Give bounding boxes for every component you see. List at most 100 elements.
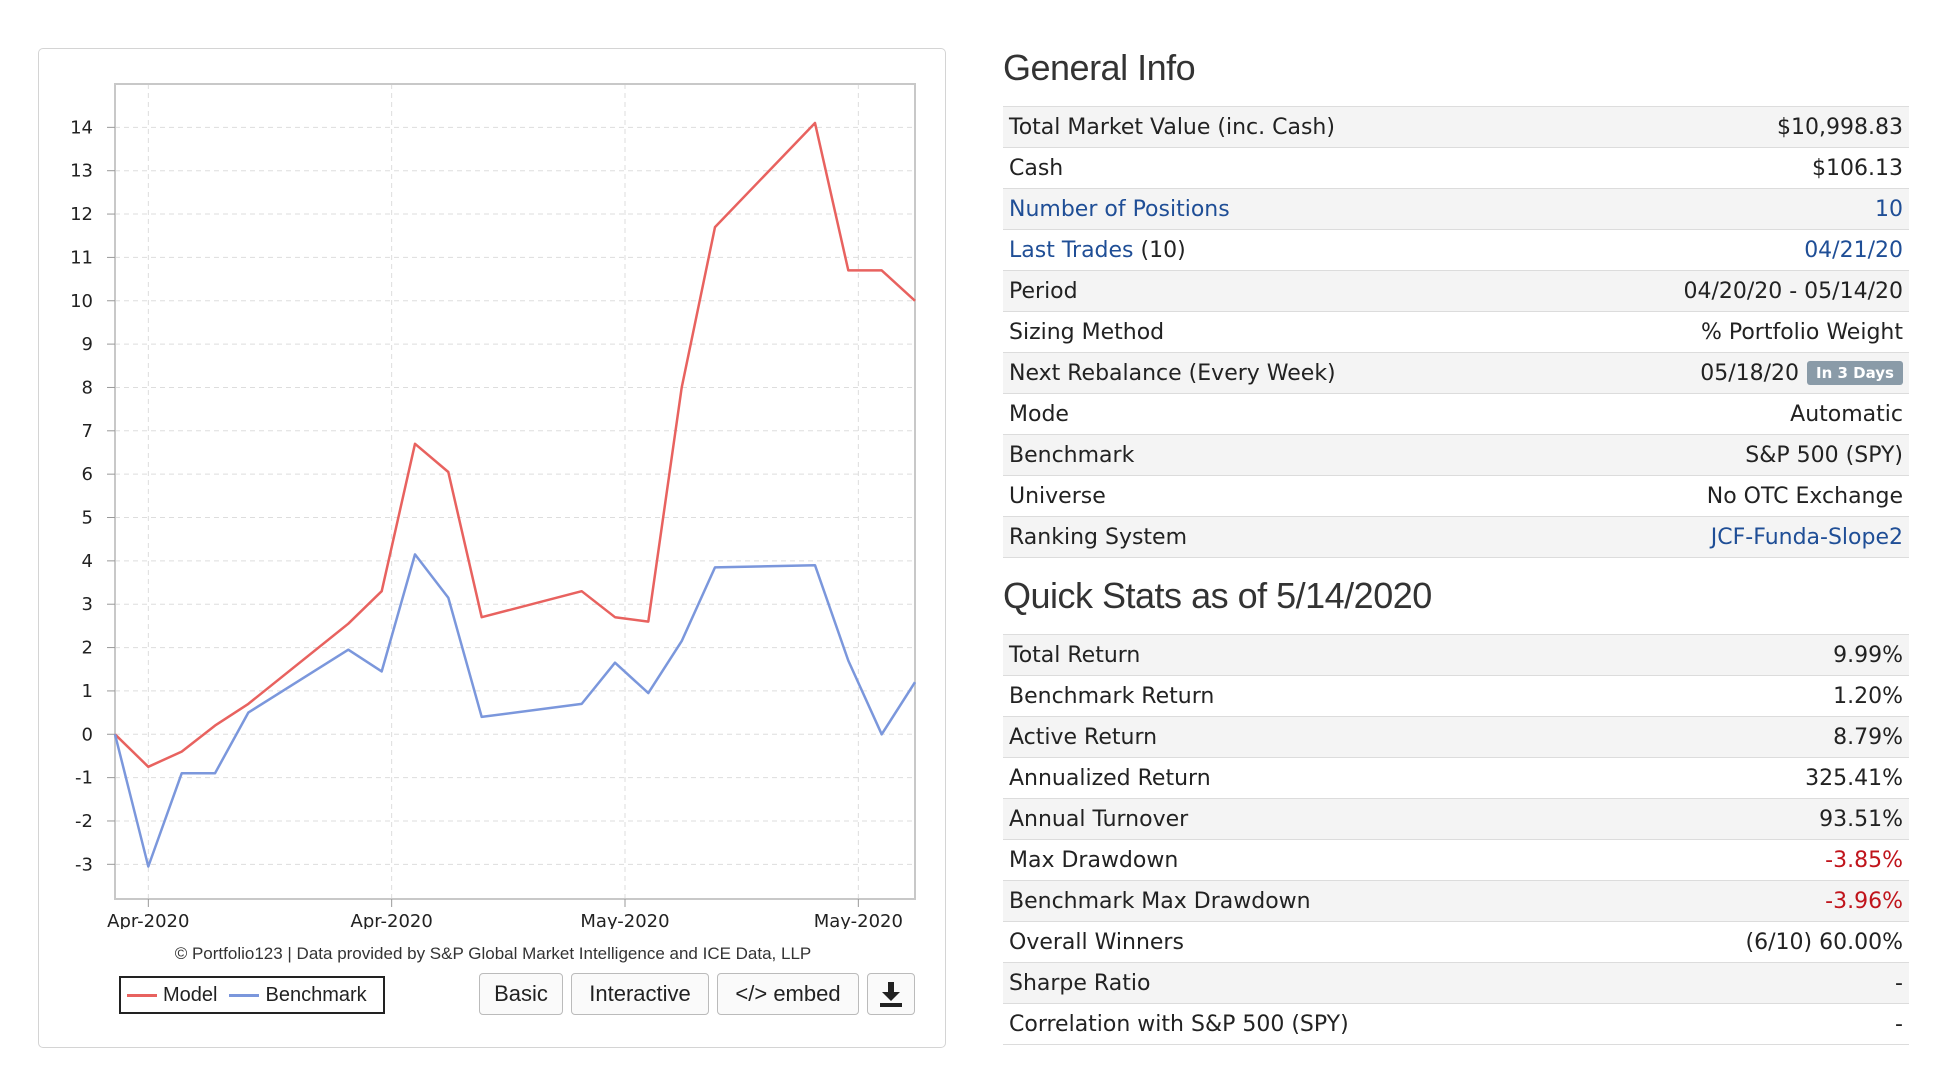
stat-value: -3.96% (1614, 880, 1909, 922)
y-tick-label: 12 (70, 204, 93, 225)
y-tick-label: 8 (82, 377, 93, 398)
y-tick-label: 13 (70, 161, 93, 182)
general-info-title: General Info (1003, 40, 1909, 107)
y-tick-label: 3 (82, 594, 93, 615)
stat-label: Max Drawdown (1003, 839, 1615, 881)
info-label: Next Rebalance (Every Week) (1003, 352, 1542, 394)
chart-credit: © Portfolio123 | Data provided by S&P Gl… (174, 944, 812, 963)
info-label: Total Market Value (inc. Cash) (1003, 107, 1542, 148)
y-tick-label: 0 (82, 724, 93, 745)
legend-item-benchmark[interactable]: Benchmark (229, 983, 367, 1007)
info-label: Cash (1003, 147, 1542, 189)
stat-value: - (1614, 1003, 1909, 1045)
info-row-number-of-positions: Number of Positions 10 (1003, 188, 1909, 230)
stat-label: Annualized Return (1003, 757, 1615, 799)
download-button[interactable] (867, 973, 915, 1015)
y-tick-label: 10 (70, 291, 93, 312)
info-row-sizing-method: Sizing Method % Portfolio Weight (1003, 311, 1909, 353)
x-tick-label: Apr-2020 (107, 911, 189, 929)
stat-value: -3.85% (1614, 839, 1909, 881)
stat-label: Benchmark Max Drawdown (1003, 880, 1615, 922)
stat-label: Active Return (1003, 716, 1615, 758)
quick-stats-title: Quick Stats as of 5/14/2020 (1003, 568, 1909, 635)
y-tick-label: 5 (82, 508, 93, 529)
info-value: No OTC Exchange (1541, 475, 1909, 517)
legend-label-benchmark: Benchmark (265, 983, 367, 1006)
stat-label: Total Return (1003, 635, 1615, 676)
stat-row-annual-turnover: Annual Turnover 93.51% (1003, 798, 1909, 840)
stat-label: Correlation with S&P 500 (SPY) (1003, 1003, 1615, 1045)
info-value: $106.13 (1541, 147, 1909, 189)
stat-value: - (1614, 962, 1909, 1004)
info-value: % Portfolio Weight (1541, 311, 1909, 353)
info-row-ranking-system: Ranking System JCF-Funda-Slope2 (1003, 516, 1909, 558)
stat-row-annualized-return: Annualized Return 325.41% (1003, 757, 1909, 799)
info-row-benchmark: Benchmark S&P 500 (SPY) (1003, 434, 1909, 476)
y-tick-label: -3 (75, 854, 93, 875)
info-label: Ranking System (1003, 516, 1542, 558)
info-label: Universe (1003, 475, 1542, 517)
info-label: Period (1003, 270, 1542, 312)
legend-swatch-model (127, 993, 157, 997)
stat-row-benchmark-return: Benchmark Return 1.20% (1003, 675, 1909, 717)
stat-row-active-return: Active Return 8.79% (1003, 716, 1909, 758)
plot-frame (114, 83, 916, 900)
stat-row-sharpe-ratio: Sharpe Ratio - (1003, 962, 1909, 1004)
basic-button[interactable]: Basic (479, 973, 563, 1015)
last-trades-count: (10) (1133, 237, 1186, 263)
general-info-table: Total Market Value (inc. Cash) $10,998.8… (1003, 107, 1909, 558)
stat-value: 9.99% (1614, 635, 1909, 676)
x-tick-label: May-2020 (580, 911, 669, 929)
stat-row-total-return: Total Return 9.99% (1003, 635, 1909, 676)
y-tick-label: 9 (82, 334, 93, 355)
stat-value: 325.41% (1614, 757, 1909, 799)
rebalance-countdown-badge: In 3 Days (1807, 360, 1903, 385)
next-rebalance-date: 05/18/20 (1700, 360, 1800, 386)
number-of-positions-link[interactable]: Number of Positions (1009, 196, 1230, 222)
y-tick-label: 7 (82, 421, 93, 442)
stat-value: (6/10) 60.00% (1614, 921, 1909, 963)
info-value: S&P 500 (SPY) (1541, 434, 1909, 476)
x-tick-label: Apr-2020 (351, 911, 433, 929)
stat-label: Overall Winners (1003, 921, 1615, 963)
last-trades-date-link[interactable]: 04/21/20 (1804, 237, 1903, 263)
legend-item-model[interactable]: Model (127, 984, 217, 1007)
stat-value: 93.51% (1614, 798, 1909, 840)
info-value: Automatic (1541, 393, 1909, 435)
stat-label: Sharpe Ratio (1003, 962, 1615, 1004)
stat-value: 8.79% (1614, 716, 1909, 758)
stat-label: Annual Turnover (1003, 798, 1615, 840)
stat-value: 1.20% (1614, 675, 1909, 717)
chart-legend: Model Benchmark (119, 976, 385, 1014)
y-tick-label: 2 (82, 638, 93, 659)
legend-swatch-benchmark (229, 993, 260, 997)
interactive-button[interactable]: Interactive (571, 973, 709, 1015)
series-line-benchmark (113, 553, 917, 868)
stat-row-overall-winners: Overall Winners (6/10) 60.00% (1003, 921, 1909, 963)
y-tick-label: -1 (75, 768, 93, 789)
info-label: Sizing Method (1003, 311, 1542, 353)
series-line-model (114, 121, 916, 769)
last-trades-link[interactable]: Last Trades (1009, 237, 1134, 263)
info-row-period: Period 04/20/20 - 05/14/20 (1003, 270, 1909, 312)
info-row-total-market-value: Total Market Value (inc. Cash) $10,998.8… (1003, 107, 1909, 148)
info-row-mode: Mode Automatic (1003, 393, 1909, 435)
chart-series (113, 121, 917, 868)
info-panel: General Info Total Market Value (inc. Ca… (1003, 40, 1909, 1045)
embed-button[interactable]: </> embed (717, 973, 859, 1015)
stat-row-benchmark-max-drawdown: Benchmark Max Drawdown -3.96% (1003, 880, 1909, 922)
stat-row-correlation: Correlation with S&P 500 (SPY) - (1003, 1003, 1909, 1045)
info-label: Benchmark (1003, 434, 1542, 476)
info-row-next-rebalance: Next Rebalance (Every Week) 05/18/20 In 3… (1003, 352, 1909, 394)
y-tick-label: 6 (82, 464, 93, 485)
ranking-system-link[interactable]: JCF-Funda-Slope2 (1710, 524, 1903, 550)
chart-grid (115, 84, 915, 899)
stat-label: Benchmark Return (1003, 675, 1615, 717)
quick-stats-table: Total Return 9.99% Benchmark Return 1.20… (1003, 635, 1909, 1045)
info-row-cash: Cash $106.13 (1003, 147, 1909, 189)
y-tick-label: 14 (70, 117, 93, 138)
number-of-positions-value-link[interactable]: 10 (1875, 196, 1903, 222)
y-tick-label: 1 (82, 681, 93, 702)
